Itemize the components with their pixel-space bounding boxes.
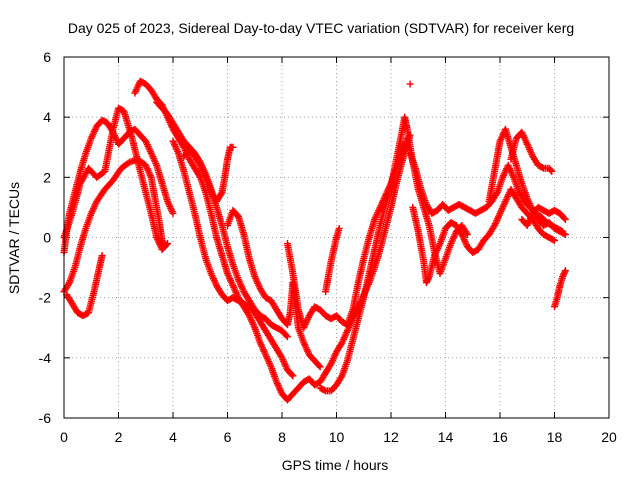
y-tick-label: -4 — [39, 350, 52, 366]
data-point — [548, 167, 556, 175]
y-tick-label: 2 — [43, 169, 51, 185]
data-point — [282, 332, 290, 340]
data-point — [337, 373, 345, 381]
data-point — [561, 267, 569, 275]
y-tick-label: 4 — [43, 109, 51, 125]
y-tick-label: 0 — [43, 230, 51, 246]
axis-ticks: 0 2 4 6 8 10 12 14 16 18 20 -6 -4 -2 0 2 4 6 — [39, 49, 617, 445]
data-point — [406, 80, 414, 88]
x-tick-label: 2 — [115, 429, 123, 445]
data-point — [335, 224, 343, 232]
data-point — [283, 333, 291, 341]
data-point — [538, 164, 546, 172]
data-point — [549, 236, 557, 244]
y-axis-label: SDTVAR / TECUs — [6, 182, 22, 294]
data-point — [229, 143, 237, 151]
x-tick-label: 0 — [60, 429, 68, 445]
data-point — [98, 252, 106, 260]
data-point — [169, 209, 177, 217]
data-point — [320, 386, 328, 394]
data-point — [289, 372, 297, 380]
plot-frame — [63, 56, 610, 419]
y-tick-label: -2 — [39, 290, 52, 306]
x-tick-label: 6 — [224, 429, 232, 445]
x-axis-label: GPS time / hours — [282, 457, 389, 473]
data-point — [162, 241, 170, 249]
data-point — [316, 363, 324, 371]
x-tick-label: 4 — [169, 429, 177, 445]
data-point — [547, 166, 555, 174]
x-tick-label: 14 — [438, 429, 454, 445]
data-point — [560, 230, 568, 238]
data-point — [492, 190, 500, 198]
data-points — [60, 77, 569, 404]
x-tick-label: 16 — [492, 429, 508, 445]
x-tick-label: 10 — [329, 429, 345, 445]
data-point — [560, 214, 568, 222]
chart-title: Day 025 of 2023, Sidereal Day-to-day VTE… — [68, 20, 574, 36]
x-tick-label: 12 — [383, 429, 399, 445]
x-tick-label: 18 — [547, 429, 563, 445]
data-point — [288, 371, 296, 379]
data-point — [561, 230, 569, 238]
data-point — [164, 240, 172, 248]
data-point — [561, 215, 569, 223]
y-tick-label: -6 — [39, 410, 52, 426]
data-point — [65, 280, 73, 288]
data-point — [551, 237, 558, 245]
x-tick-label: 20 — [601, 429, 617, 445]
data-point — [315, 362, 323, 370]
x-tick-label: 8 — [278, 429, 286, 445]
y-tick-label: 6 — [43, 49, 51, 65]
data-point — [217, 190, 225, 198]
